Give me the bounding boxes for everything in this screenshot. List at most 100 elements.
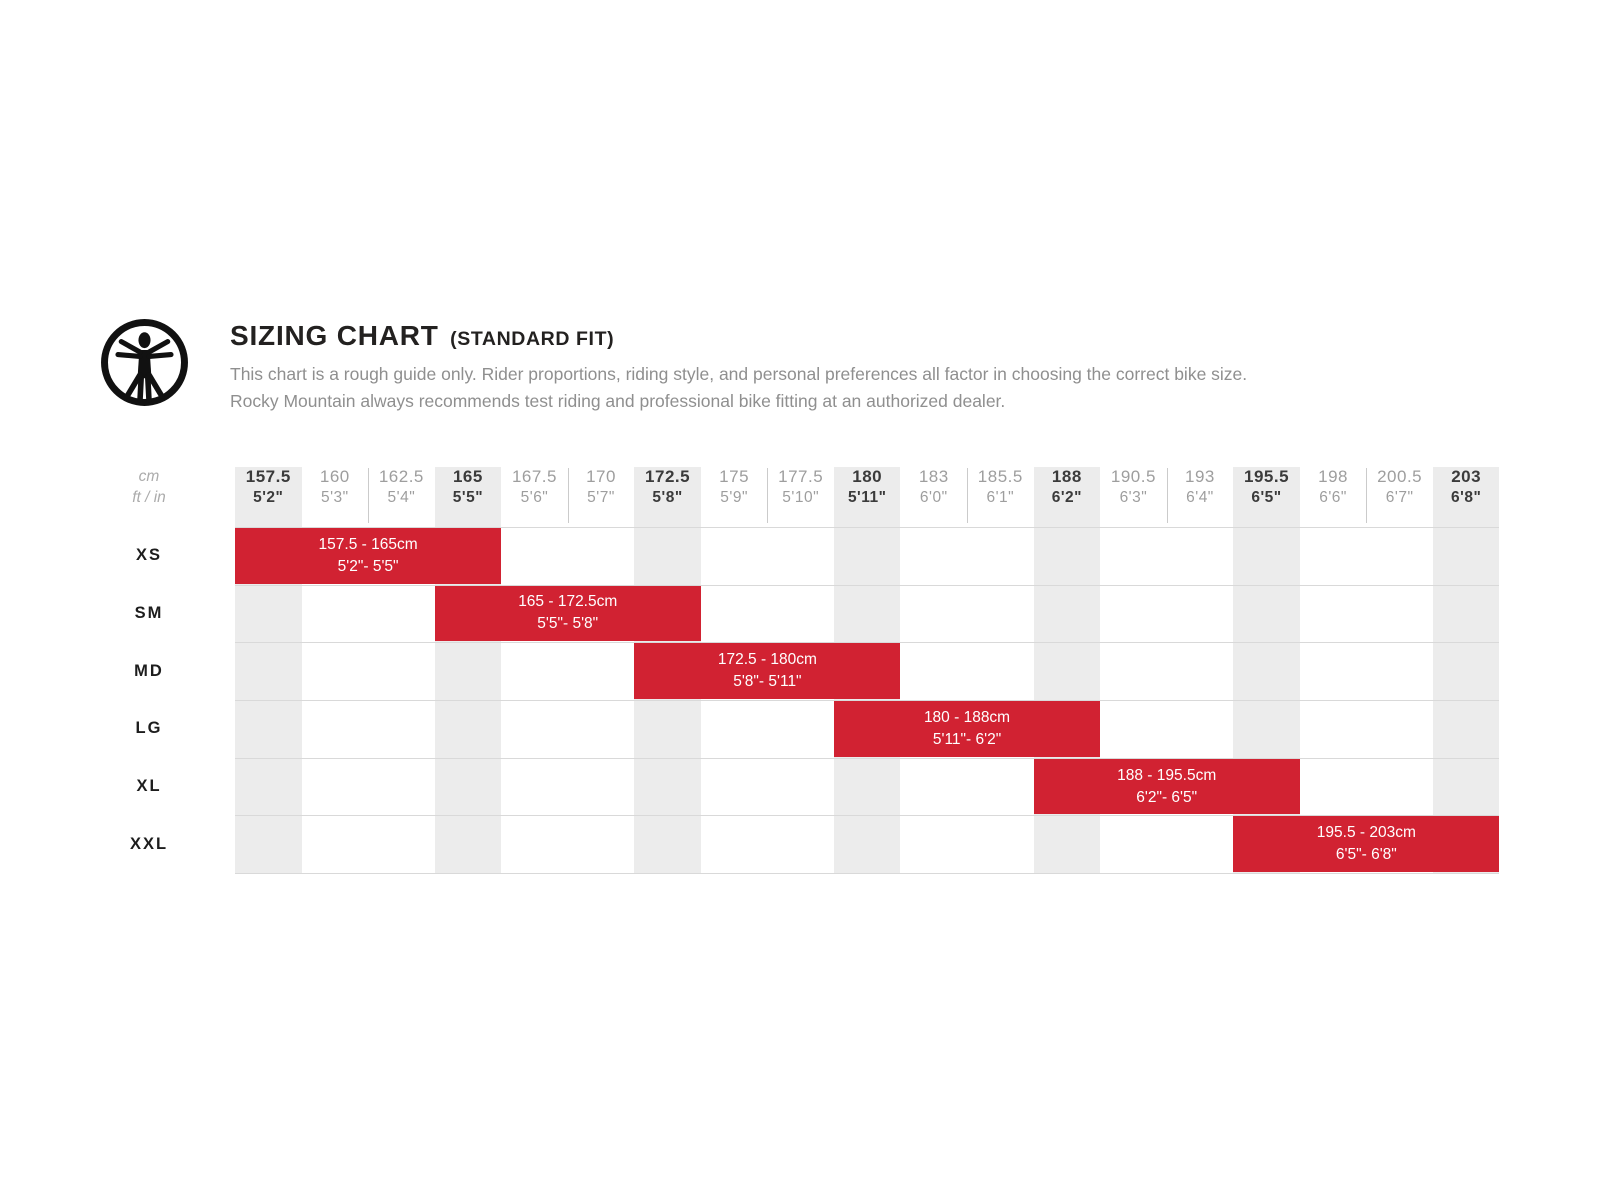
size-bar-range-ftin: 5'8"- 5'11": [733, 673, 802, 691]
header-cell: 185.5 6'1": [967, 466, 1034, 508]
header-cm-value: 190.5: [1110, 467, 1156, 486]
header-divider-line: [767, 468, 769, 523]
size-row-label: LG: [135, 719, 163, 738]
header-cell: 190.5 6'3": [1100, 466, 1167, 508]
header-cell: 162.5 5'4": [368, 466, 435, 508]
sizing-table: cm ft / in 157.5 5'2" 160 5'3" 162.5 5'4" 165 5…: [120, 458, 1515, 878]
vitruvian-man-icon: [98, 316, 191, 409]
chart-title: SIZING CHART: [230, 320, 439, 351]
header-cm-value: 183: [918, 467, 949, 486]
header-ftin-value: 5'5": [452, 489, 484, 506]
chart-description-line-2: Rocky Mountain always recommends test ri…: [230, 390, 1006, 411]
size-bar-range-ftin: 5'11"- 6'2": [932, 730, 1002, 748]
header-cm-value: 162.5: [378, 467, 424, 486]
header-cm-value: 160: [319, 467, 350, 486]
size-bar-range-cm: 188 - 195.5cm: [1117, 766, 1217, 784]
header-ftin-value: 6'4": [1186, 489, 1214, 506]
header-cm-value: 193: [1185, 467, 1215, 486]
header-cm-value: 198: [1318, 467, 1348, 486]
size-bar: 172.5 - 180cm 5'8"- 5'11": [634, 643, 901, 699]
size-row-label: XXL: [129, 834, 169, 853]
header-cell: 188 6'2": [1034, 466, 1101, 508]
header-divider-line: [967, 468, 969, 523]
chart-header: SIZING CHART (STANDARD FIT) This chart i…: [230, 320, 1410, 414]
size-row-label: SM: [134, 603, 164, 622]
header-ftin-value: 6'2": [1051, 489, 1082, 506]
header-ftin-value: 6'8": [1451, 489, 1482, 506]
header-ftin-value: 6'3": [1119, 489, 1148, 506]
unit-ftin-label: ft / in: [132, 489, 166, 506]
header-cell: 167.5 5'6": [501, 466, 568, 508]
header-cell: 170 5'7": [568, 466, 635, 508]
row-separator-line: [235, 527, 1500, 528]
row-separator-line: [235, 584, 1500, 586]
header-ftin-value: 5'8": [652, 489, 683, 506]
header-cm-value: 170: [586, 467, 616, 486]
header-cell: 203 6'8": [1433, 466, 1500, 508]
header-cm-value: 188: [1051, 467, 1082, 486]
header-ftin-value: 5'4": [387, 489, 416, 506]
header-ftin-value: 5'9": [720, 489, 748, 506]
header-cell: 175 5'9": [701, 466, 768, 508]
header-ftin-value: 5'2": [253, 489, 284, 506]
header-ftin-value: 5'11": [847, 489, 887, 506]
chart-description-line-1: This chart is a rough guide only. Rider …: [230, 364, 1248, 384]
header-cm-value: 180: [852, 467, 883, 486]
header-cell: 157.5 5'2": [235, 466, 302, 508]
header-cell: 198 6'6": [1300, 466, 1367, 508]
header-cm-value: 203: [1451, 467, 1482, 486]
header-ftin-value: 6'5": [1251, 489, 1282, 506]
size-row-label: MD: [134, 661, 164, 680]
row-separator-line: [235, 757, 1500, 759]
header-cm-value: 195.5: [1244, 467, 1290, 486]
header-ftin-value: 5'3": [320, 489, 349, 506]
header-ftin-value: 5'7": [587, 489, 615, 506]
header-cell: 160 5'3": [302, 466, 369, 508]
size-bar: 188 - 195.5cm 6'2"- 6'5": [1033, 758, 1300, 815]
row-separator-line: [235, 873, 1500, 875]
header-ftin-value: 5'10": [782, 489, 820, 506]
header-cm-value: 165: [452, 467, 483, 486]
row-separator-line: [235, 700, 1500, 701]
size-bar-range-ftin: 5'5"- 5'8": [537, 615, 599, 633]
header-cm-value: 172.5: [645, 467, 691, 486]
header-cell: 183 6'0": [901, 466, 968, 508]
header-cell: 193 6'4": [1167, 466, 1234, 508]
size-bar: 165 - 172.5cm 5'5"- 5'8": [434, 585, 701, 642]
unit-labels: cm ft / in: [120, 466, 178, 508]
header-cell: 165 5'5": [435, 466, 502, 508]
header-divider-line: [1366, 468, 1368, 523]
size-bar-range-ftin: 6'5"- 6'8": [1335, 846, 1397, 864]
unit-cm-label: cm: [138, 468, 160, 485]
header-cm-value: 200.5: [1377, 467, 1423, 486]
header-ftin-value: 6'0": [919, 489, 948, 506]
header-cm-value: 177.5: [778, 467, 824, 486]
size-bar-range-ftin: 5'2"- 5'5": [337, 557, 399, 575]
size-bar: 180 - 188cm 5'11"- 6'2": [833, 701, 1101, 757]
header-divider-line: [368, 468, 370, 523]
header-cm-value: 157.5: [245, 467, 291, 486]
row-separator-line: [235, 815, 1500, 817]
size-bar-range-cm: 180 - 188cm: [923, 708, 1011, 726]
header-ftin-value: 6'6": [1319, 489, 1347, 506]
header-cm-value: 175: [719, 467, 750, 486]
size-row-label: XL: [136, 777, 162, 795]
size-bar-range-ftin: 6'2"- 6'5": [1136, 788, 1198, 806]
header-cell: 195.5 6'5": [1233, 466, 1300, 508]
chart-subtitle: (STANDARD FIT): [450, 328, 615, 350]
column-stripe: [1432, 467, 1500, 873]
header-cell: 180 5'11": [834, 466, 901, 508]
header-cell: 172.5 5'8": [634, 466, 701, 508]
header-ftin-value: 6'7": [1385, 489, 1414, 506]
size-row-label: XS: [135, 546, 162, 565]
size-bar-range-cm: 165 - 172.5cm: [518, 593, 618, 611]
header-divider-line: [567, 468, 569, 523]
header-ftin-value: 6'1": [986, 489, 1015, 506]
size-bar: 157.5 - 165cm 5'2"- 5'5": [235, 528, 502, 584]
header-ftin-value: 5'6": [520, 489, 549, 506]
size-bar-range-cm: 172.5 - 180cm: [717, 651, 817, 669]
header-cm-value: 167.5: [511, 467, 557, 486]
header-cell: 200.5 6'7": [1366, 466, 1433, 508]
row-separator-line: [235, 642, 1500, 644]
